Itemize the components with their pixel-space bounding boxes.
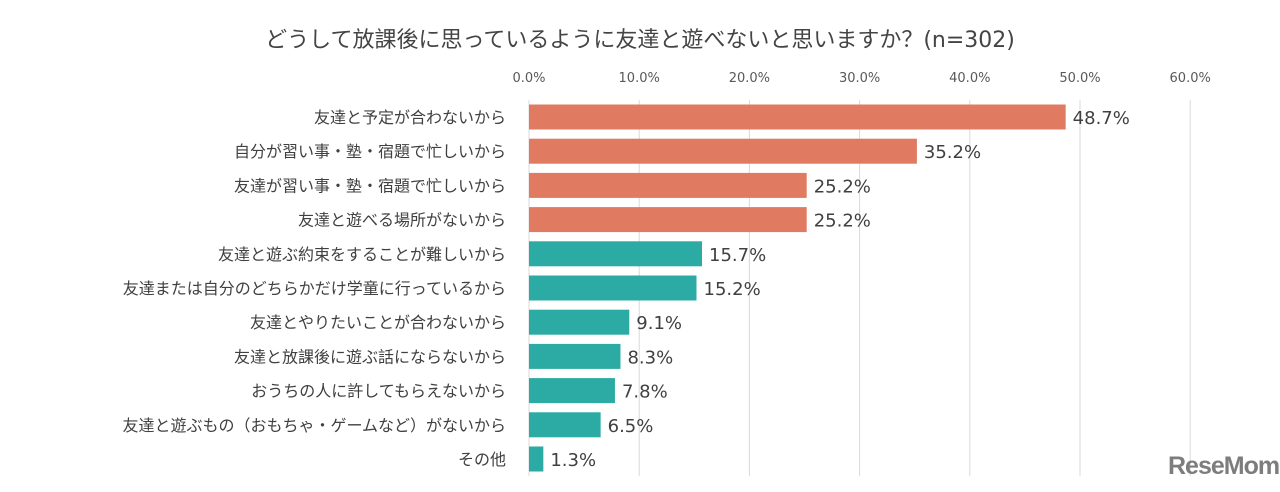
x-tick-label: 0.0%: [512, 71, 545, 86]
category-label: 友達と予定が合わないから: [314, 108, 506, 127]
bar: [529, 275, 697, 301]
category-label: 友達とやりたいことが合わないから: [250, 313, 506, 332]
bar: [529, 309, 630, 335]
data-label: 7.8%: [622, 382, 668, 403]
category-label: 友達と放課後に遊ぶ話にならないから: [234, 347, 506, 366]
bar: [529, 138, 917, 164]
data-label: 25.2%: [814, 176, 871, 197]
bar: [529, 207, 807, 233]
x-tick-label: 40.0%: [949, 71, 990, 86]
category-label: 友達と遊ぶ約束をすることが難しいから: [218, 245, 506, 264]
data-label: 1.3%: [550, 450, 596, 471]
bar: [529, 104, 1066, 130]
resemom-logo: ReseMom: [1168, 452, 1280, 480]
category-label: 友達または自分のどちらかだけ学童に行っているから: [123, 279, 506, 298]
x-tick-label: 10.0%: [619, 71, 660, 86]
data-label: 15.7%: [709, 245, 766, 266]
category-label: 友達と遊ぶもの（おもちゃ・ゲームなど）がないから: [122, 416, 506, 435]
bar: [529, 172, 807, 198]
category-label: 友達が習い事・塾・宿題で忙しいから: [234, 176, 506, 195]
data-label: 15.2%: [704, 279, 761, 300]
data-label: 9.1%: [636, 313, 682, 334]
bar: [529, 446, 544, 472]
category-label: おうちの人に許してもらえないから: [251, 382, 506, 401]
bar: [529, 343, 621, 369]
x-tick-label: 20.0%: [729, 71, 770, 86]
data-label: 6.5%: [608, 416, 654, 437]
category-label: 友達と遊べる場所がないから: [298, 211, 506, 230]
data-label: 8.3%: [627, 347, 673, 368]
data-label: 48.7%: [1073, 108, 1130, 129]
category-label: その他: [458, 450, 506, 469]
chart-title: どうして放課後に思っているように友達と遊べないと思いますか？(n=302): [265, 28, 1015, 53]
x-tick-label: 50.0%: [1059, 71, 1100, 86]
bar: [529, 378, 615, 404]
bar: [529, 241, 703, 267]
bar: [529, 412, 601, 438]
data-label: 25.2%: [814, 211, 871, 232]
x-tick-label: 30.0%: [839, 71, 880, 86]
category-label: 自分が習い事・塾・宿題で忙しいから: [234, 142, 506, 161]
x-tick-label: 60.0%: [1170, 71, 1211, 86]
data-label: 35.2%: [924, 142, 981, 163]
